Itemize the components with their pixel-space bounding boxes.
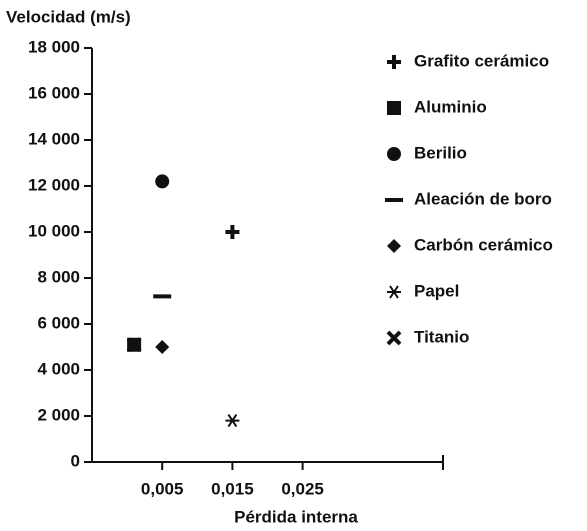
y-tick-label: 16 000 [28,83,80,102]
y-tick-label: 2 000 [37,405,80,424]
point [225,414,240,428]
legend-marker [387,285,401,299]
legend-label: Berilio [414,143,467,162]
y-tick-label: 18 000 [28,37,80,56]
point [155,174,170,189]
x-tick-label: 0,015 [211,479,254,498]
x-tick-label: 0,025 [281,479,324,498]
legend-marker [387,55,401,69]
point [126,337,142,353]
legend-marker [386,330,402,346]
point [225,225,240,239]
y-tick-label: 0 [71,451,80,470]
legend-marker [387,147,401,161]
legend-label: Carbón cerámico [414,235,553,254]
legend-marker [387,239,401,253]
y-tick-label: 14 000 [28,129,80,148]
y-tick-label: 4 000 [37,359,80,378]
x-axis-label: Pérdida interna [234,507,358,526]
x-tick-label: 0,005 [141,479,184,498]
legend-label: Aleación de boro [414,189,552,208]
legend-label: Titanio [414,327,469,346]
legend-marker [387,101,401,115]
y-tick-label: 8 000 [37,267,80,286]
legend-label: Aluminio [414,97,487,116]
y-tick-label: 10 000 [28,221,80,240]
y-axis-label: Velocidad (m/s) [6,7,131,26]
y-tick-label: 12 000 [28,175,80,194]
legend-label: Papel [414,281,459,300]
legend-label: Grafito cerámico [414,51,549,70]
y-tick-label: 6 000 [37,313,80,332]
point [155,340,170,354]
